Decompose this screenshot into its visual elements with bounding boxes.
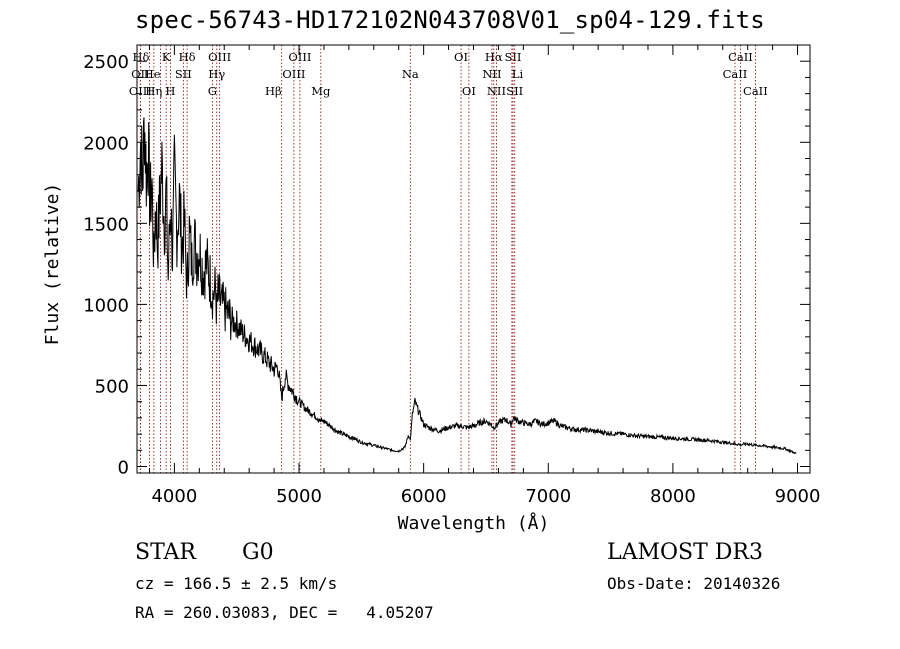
observation-date: Obs-Date: 20140326 — [607, 574, 781, 593]
chart-title: spec-56743-HD172102N043708V01_sp04-129.f… — [135, 6, 765, 34]
line-marker-label: OI — [462, 84, 476, 98]
object-subclass: G0 — [242, 540, 274, 565]
line-marker-label: NII — [482, 67, 501, 81]
line-marker-label: OIII — [129, 84, 152, 98]
y-tick-label: 2000 — [83, 133, 129, 154]
x-tick-label: 7000 — [525, 486, 571, 507]
line-marker-label: CaII — [743, 84, 768, 98]
object-class: STAR — [135, 540, 196, 565]
survey-name: LAMOST DR3 — [607, 540, 763, 565]
line-marker-label: CaII — [728, 50, 753, 64]
line-marker-label: OIII — [208, 50, 231, 64]
y-tick-label: 1500 — [83, 214, 129, 235]
line-marker-label: Mg — [311, 84, 331, 98]
y-tick-label: 2500 — [83, 52, 129, 73]
line-marker-label: Hδ — [179, 50, 196, 64]
line-marker-label: G — [208, 84, 217, 98]
redshift-cz: cz = 166.5 ± 2.5 km/s — [135, 574, 338, 593]
line-marker-label: Hβ — [265, 84, 282, 98]
ra-dec: RA = 260.03083, DEC = 4.05207 — [135, 603, 434, 622]
x-tick-label: 6000 — [401, 486, 447, 507]
line-marker-label: Hγ — [208, 67, 225, 81]
line-marker-label: SII — [505, 50, 522, 64]
line-marker-label: SII — [175, 67, 192, 81]
spectrum-line — [137, 117, 797, 454]
plot-frame — [136, 44, 811, 474]
x-tick-label: 9000 — [775, 486, 821, 507]
y-axis-label: Flux (relative) — [42, 183, 63, 346]
x-axis-label: Wavelength (Å) — [398, 512, 550, 534]
x-tick-label: 4000 — [151, 486, 197, 507]
line-marker-label: OIII — [282, 67, 305, 81]
line-marker-label: Hα — [485, 50, 503, 64]
line-marker-label: NII — [487, 84, 506, 98]
y-tick-label: 0 — [118, 458, 129, 479]
line-marker-label: Hη — [145, 84, 162, 98]
x-tick-label: 5000 — [276, 486, 322, 507]
y-tick-label: 1000 — [83, 295, 129, 316]
line-marker-label: K — [162, 50, 171, 64]
line-marker-label: Na — [402, 67, 419, 81]
line-marker-label: H — [165, 84, 175, 98]
line-marker-label: CaII — [723, 67, 748, 81]
line-marker-label: OIII — [288, 50, 311, 64]
line-marker-label: Li — [512, 67, 524, 81]
y-tick-label: 500 — [95, 376, 129, 397]
line-marker-label: SII — [506, 84, 523, 98]
line-marker-label: Hδ — [133, 50, 150, 64]
line-marker-label: He — [144, 67, 161, 81]
x-tick-label: 8000 — [650, 486, 696, 507]
line-marker-label: OI — [454, 50, 468, 64]
